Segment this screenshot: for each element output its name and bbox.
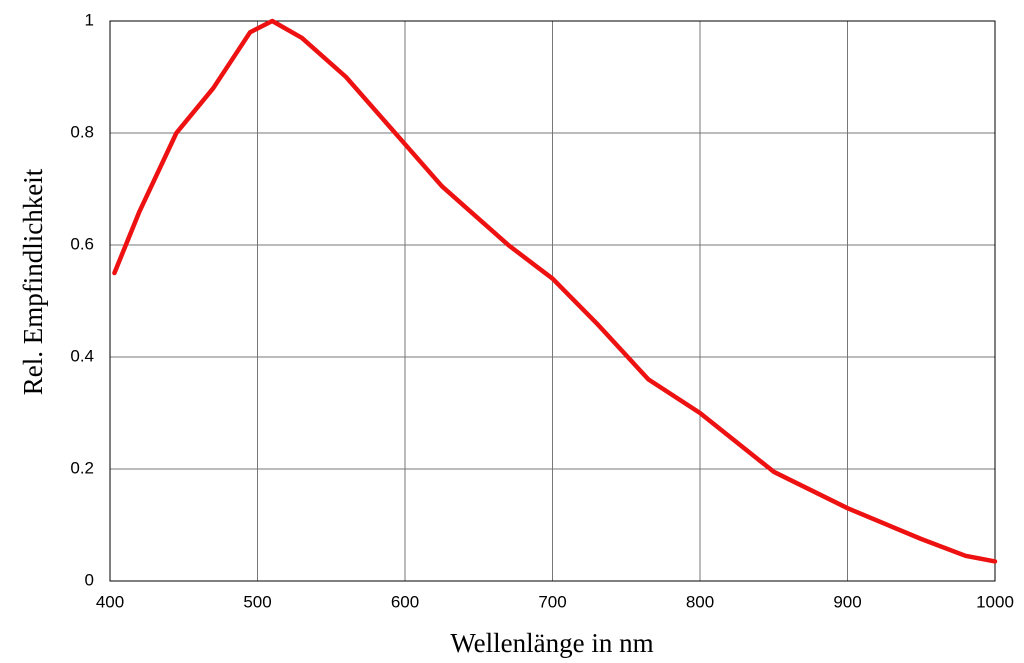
plot-frame (109, 20, 996, 582)
y-tick-label: 0.4 (70, 346, 94, 365)
x-tick-label: 800 (686, 592, 714, 611)
x-tick-label: 500 (243, 592, 271, 611)
x-axis-title: Wellenlänge in nm (450, 628, 653, 658)
x-tick-label: 700 (538, 592, 566, 611)
data-line (112, 18, 998, 564)
y-tick-label: 0.6 (70, 234, 94, 253)
x-tick-label: 400 (96, 592, 124, 611)
y-tick-label: 0.2 (70, 458, 94, 477)
x-tick-label: 900 (833, 592, 861, 611)
y-tick-label: 0 (85, 570, 94, 589)
y-tick-label: 1 (85, 10, 94, 29)
y-tick-label: 0.8 (70, 122, 94, 141)
y-axis-title: Rel. Empfindlichkeit (18, 168, 48, 395)
x-tick-label: 1000 (976, 592, 1014, 611)
x-tick-label: 600 (391, 592, 419, 611)
